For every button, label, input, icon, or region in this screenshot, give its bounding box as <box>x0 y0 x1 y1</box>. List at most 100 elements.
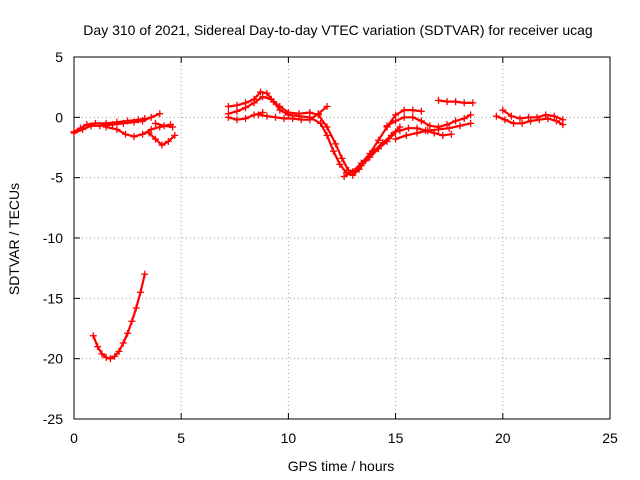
data-point <box>349 168 357 176</box>
data-point <box>404 124 412 132</box>
series-arc-10 <box>340 106 425 180</box>
series-line <box>72 112 161 135</box>
data-point <box>525 113 533 121</box>
data-point <box>383 137 391 145</box>
y-tick-label: -20 <box>43 351 63 367</box>
data-point <box>417 117 425 125</box>
series-arc-12 <box>392 119 475 143</box>
data-point <box>430 129 438 137</box>
data-point <box>402 131 410 139</box>
data-point <box>344 166 352 174</box>
data-point <box>426 122 434 130</box>
tick-layer: 0 5 10 15 20 25 -25 -20 -15 -10 -5 0 5 <box>43 49 618 446</box>
series-arc-11 <box>383 111 475 131</box>
data-point <box>128 317 136 325</box>
data-point <box>79 125 87 133</box>
data-point <box>332 140 340 148</box>
data-point <box>147 125 155 133</box>
data-point <box>89 332 97 340</box>
y-tick-label: 0 <box>55 109 63 125</box>
data-point <box>276 102 284 110</box>
data-point <box>443 121 451 129</box>
data-point <box>452 98 460 106</box>
data-point <box>559 116 567 124</box>
data-point <box>113 125 121 133</box>
data-point <box>121 130 129 138</box>
data-point <box>130 118 138 126</box>
data-point <box>452 117 460 125</box>
data-point <box>164 137 172 145</box>
data-point <box>284 109 292 117</box>
series-arc-13 <box>396 124 455 139</box>
data-point <box>467 111 475 119</box>
data-point <box>306 116 314 124</box>
data-point <box>467 119 475 127</box>
data-point <box>119 119 127 127</box>
data-point <box>130 133 138 141</box>
data-point <box>87 122 95 130</box>
data-point <box>263 112 271 120</box>
data-point <box>409 113 417 121</box>
y-tick-label: -5 <box>51 170 64 186</box>
x-tick-label: 25 <box>602 430 618 446</box>
data-point <box>542 111 550 119</box>
series-layer <box>70 88 567 363</box>
data-point <box>357 159 365 167</box>
data-point <box>289 115 297 123</box>
data-point <box>439 131 447 139</box>
series-arc-4 <box>145 129 179 149</box>
data-point <box>297 116 305 124</box>
data-point <box>396 127 404 135</box>
data-point <box>518 119 526 127</box>
data-point <box>151 119 159 127</box>
series-arc-2 <box>70 110 164 137</box>
data-point <box>323 131 331 139</box>
data-point <box>306 109 314 117</box>
data-point <box>550 112 558 120</box>
data-point <box>250 99 258 107</box>
data-point <box>501 116 509 124</box>
data-point <box>392 117 400 125</box>
data-point <box>447 130 455 138</box>
x-tick-label: 10 <box>281 430 297 446</box>
data-point <box>552 117 560 125</box>
data-point <box>233 107 241 115</box>
data-point <box>366 150 374 158</box>
data-point <box>516 115 524 123</box>
data-point <box>151 135 159 143</box>
data-point <box>158 141 166 149</box>
data-point <box>259 93 267 101</box>
x-axis-label: GPS time / hours <box>288 458 395 474</box>
data-point <box>374 145 382 153</box>
data-point <box>267 95 275 103</box>
grid-layer <box>74 57 610 419</box>
data-point <box>102 353 110 361</box>
y-axis-label: SDTVAR / TECUs <box>6 183 22 295</box>
y-tick-label: -25 <box>43 411 63 427</box>
data-point <box>145 129 153 137</box>
data-point <box>257 88 265 96</box>
y-tick-label: -10 <box>43 230 63 246</box>
x-tick-label: 20 <box>495 430 511 446</box>
data-point <box>115 347 123 355</box>
data-point <box>527 117 535 125</box>
series-arc-6 <box>224 88 404 179</box>
data-point <box>102 123 110 131</box>
data-point <box>456 122 464 130</box>
y-tick-label: -15 <box>43 290 63 306</box>
x-tick-label: 5 <box>177 430 185 446</box>
chart-title: Day 310 of 2021, Sidereal Day-to-day VTE… <box>83 22 592 38</box>
data-point <box>139 130 147 138</box>
data-point <box>317 119 325 127</box>
data-point <box>160 122 168 130</box>
data-point <box>400 113 408 121</box>
data-point <box>242 104 250 112</box>
data-point <box>460 99 468 107</box>
data-point <box>314 110 322 118</box>
data-point <box>98 350 106 358</box>
data-point <box>171 131 179 139</box>
data-point <box>323 123 331 131</box>
data-point <box>383 122 391 130</box>
data-point <box>254 111 262 119</box>
